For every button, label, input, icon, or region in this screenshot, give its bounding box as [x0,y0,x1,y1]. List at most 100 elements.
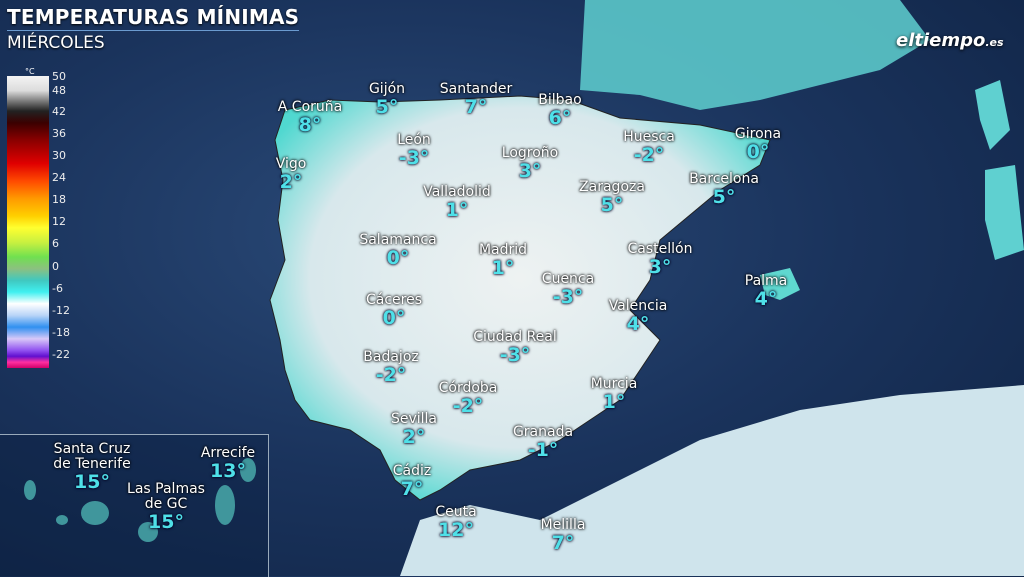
legend-tick: -6 [52,282,63,295]
legend-tick: 12 [52,215,66,228]
city-temperature: 15° [74,471,110,493]
city-temperature: 7° [400,478,424,500]
city-name: Santa Cruz de Tenerife [53,441,131,472]
city-name: Sevilla [390,411,438,427]
legend-color-bar [7,76,49,368]
city-label: Santander 7° [439,81,513,118]
city-temperature: -2° [375,364,407,386]
city-name: Melilla [540,517,586,533]
city-label: Valencia 4° [608,298,668,335]
city-name: Logroño [501,145,559,161]
city-name: Madrid [478,242,528,258]
legend-tick: 50 [52,70,66,83]
city-temperature: 4° [754,288,778,310]
canary-islands [24,458,256,542]
city-label: Cádiz 7° [393,464,431,500]
city-name: Córdoba [438,380,498,396]
city-name: Ciudad Real [473,329,557,345]
legend-tick: 6 [52,237,59,250]
legend-tick: 24 [52,171,66,184]
city-temperature: -1° [527,439,559,461]
city-label: Murcia 1° [590,376,638,413]
city-temperature: 4° [626,313,650,335]
city-name: Cuenca [541,271,595,287]
city-temperature: 5° [600,194,624,216]
city-temperature: 5° [375,96,399,118]
city-label: A Coruña 8° [277,99,343,136]
city-temperature: 13° [210,460,246,482]
legend-tick: 30 [52,149,66,162]
city-label: Granada -1° [512,424,574,461]
city-temperature: -3° [552,286,584,308]
city-label: Ceuta 12° [435,505,476,541]
city-label: Cáceres 0° [366,293,422,329]
france-landmass [580,0,930,110]
city-label: Bilbao 6° [538,93,581,129]
eltiempo-logo[interactable]: eltiempo.es [896,30,1004,51]
city-name: Las Palmas de GC [127,481,205,512]
city-temperature: -3° [398,147,430,169]
africa-landmass [400,385,1024,576]
legend-tick: 48 [52,84,66,97]
city-temperature: 7° [551,532,575,554]
map-subtitle: MIÉRCOLES [7,33,105,53]
city-label: Castellón 3° [627,241,693,278]
city-label: Las Palmas de GC 15° [127,481,205,533]
city-label: Huesca -2° [623,129,675,166]
city-name: Granada [512,424,574,440]
city-label: Girona 0° [734,126,782,163]
city-temperature: 6° [548,107,572,129]
city-temperature: 15° [148,511,184,533]
city-name: Murcia [590,376,638,392]
logo-text: eltiempo [896,30,986,51]
city-label: Sevilla 2° [390,411,438,448]
city-temperature: 0° [746,141,770,163]
city-temperature: 2° [279,171,303,193]
city-name: Huesca [623,129,675,145]
city-label: León -3° [397,132,431,169]
legend-tick: -18 [52,326,70,339]
city-name: A Coruña [277,99,343,115]
city-name: Valladolid [423,184,491,200]
corsica-sardinia [975,80,1024,260]
legend-tick: -22 [52,348,70,361]
legend-tick: 18 [52,193,66,206]
city-temperature: 1° [602,391,626,413]
city-temperature: 0° [386,247,410,269]
mallorca-island [760,268,800,300]
city-name: Castellón [627,241,693,257]
city-name: Girona [734,126,782,142]
city-temperature: 3° [648,256,672,278]
city-name: Arrecife [200,445,256,461]
city-temperature: 1° [491,257,515,279]
city-label: Melilla 7° [540,517,586,554]
city-label: Córdoba -2° [438,380,498,417]
logo-suffix: .es [985,36,1004,49]
city-temperature: 7° [464,96,488,118]
city-name: León [397,132,431,148]
city-label: Badajoz -2° [363,349,419,386]
city-label: Palma 4° [745,274,788,310]
city-name: Salamanca [359,232,437,248]
legend-tick: -12 [52,304,70,317]
map-title: TEMPERATURAS MÍNIMAS [7,5,300,31]
city-name: Valencia [608,298,668,314]
city-label: Zaragoza 5° [579,180,645,216]
city-label: Valladolid 1° [423,184,491,221]
city-temperature: 8° [298,114,322,136]
city-temperature: -2° [452,395,484,417]
city-name: Santander [439,81,513,97]
city-label: Cuenca -3° [541,271,595,308]
city-temperature: 5° [712,186,736,208]
legend-tick: 42 [52,105,66,118]
city-temperature: 2° [402,426,426,448]
city-label: Barcelona 5° [689,172,759,208]
city-label: Madrid 1° [478,242,528,279]
city-name: Gijón [368,81,406,97]
city-temperature: -2° [633,144,665,166]
city-label: Santa Cruz de Tenerife 15° [53,441,131,493]
legend-tick: 0 [52,260,59,273]
canary-islands-inset [0,434,269,577]
city-name: Badajoz [363,349,419,365]
